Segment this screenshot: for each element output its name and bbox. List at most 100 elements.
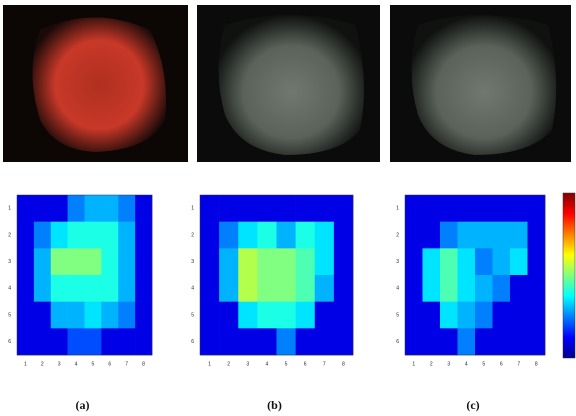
- heatmap-cell: [314, 221, 335, 249]
- heatmap-cell: [405, 248, 423, 276]
- heatmap-cell: [314, 275, 335, 302]
- heatmap-cell: [314, 301, 335, 329]
- heatmap-cell: [200, 195, 220, 222]
- heatmap-cell: [257, 248, 277, 276]
- y-tick-label: 5: [191, 312, 194, 318]
- heatmap-cell: [135, 328, 153, 356]
- y-tick-label: 6: [8, 339, 11, 345]
- heatmap-cell: [295, 301, 316, 329]
- heatmap-cell: [84, 195, 102, 222]
- heatmap-cell: [50, 221, 68, 249]
- heatmap-cell: [67, 195, 85, 222]
- plot-frame: [404, 194, 546, 356]
- y-tick-label: 3: [191, 259, 194, 265]
- heatmap-cell: [135, 301, 153, 329]
- heatmap-cell: [440, 195, 458, 222]
- heatmap-cell: [67, 275, 85, 302]
- x-tick-label: 2: [430, 361, 433, 367]
- heatmap-cell: [422, 301, 441, 329]
- heatmap-cell: [527, 275, 546, 302]
- heatmap-cell: [219, 248, 239, 276]
- heatmap-cell: [17, 195, 35, 222]
- heatmap-cell: [422, 328, 441, 356]
- heatmap-cell: [257, 221, 277, 249]
- heatmap-cell: [492, 221, 511, 249]
- heatmap-cell: [238, 221, 258, 249]
- heatmap-cell: [200, 221, 220, 249]
- y-tick-label: 5: [396, 312, 399, 318]
- heatmap-cell: [257, 328, 277, 356]
- heatmap-cell: [333, 248, 354, 276]
- y-tick-label: 6: [396, 339, 399, 345]
- heatmap-cell: [475, 248, 493, 276]
- heatmap-cell: [276, 301, 296, 329]
- heatmap-cell: [50, 195, 68, 222]
- heatmap-cell: [440, 221, 458, 249]
- heatmap-cell: [492, 248, 511, 276]
- heatmap-cell: [84, 301, 102, 329]
- heatmap-cell: [295, 221, 316, 249]
- heatmap-cell: [135, 248, 153, 276]
- y-tick-label: 3: [8, 259, 11, 265]
- x-tick-label: 8: [342, 361, 345, 367]
- x-tick-label: 1: [24, 361, 27, 367]
- heatmap-cell: [118, 301, 136, 329]
- heatmap-cell: [17, 328, 35, 356]
- heatmap-cell: [50, 301, 68, 329]
- heatmap-cell: [475, 275, 493, 302]
- heatmap-cell: [118, 328, 136, 356]
- y-tick-label: 2: [8, 232, 11, 238]
- heatmap-cell: [527, 301, 546, 329]
- heatmap-cell: [84, 275, 102, 302]
- heatmap-cell: [333, 301, 354, 329]
- y-tick-label: 5: [8, 312, 11, 318]
- heatmap-cell: [101, 195, 119, 222]
- heatmap-cell: [527, 221, 546, 249]
- heatmap-cell: [492, 275, 511, 302]
- heatmap-cell: [118, 221, 136, 249]
- heatmap-cell: [475, 221, 493, 249]
- colorbar: [562, 192, 576, 359]
- heatmap-cell: [33, 301, 52, 329]
- x-tick-label: 7: [125, 361, 128, 367]
- heatmap-cell: [457, 328, 476, 356]
- plot-frame: [16, 194, 153, 356]
- heatmap-cell: [440, 248, 458, 276]
- heatmap-cell: [422, 275, 441, 302]
- heatmap-cell: [475, 328, 493, 356]
- heatmap-cell: [67, 301, 85, 329]
- heatmap-cell: [492, 328, 511, 356]
- heatmap-cell: [257, 301, 277, 329]
- photo-object: [411, 15, 557, 155]
- x-tick-label: 6: [304, 361, 307, 367]
- heatmap-cell: [200, 275, 220, 302]
- x-tick-label: 1: [412, 361, 415, 367]
- heatmap-cell: [276, 248, 296, 276]
- heatmap-cell: [257, 275, 277, 302]
- heatmap-cell: [457, 195, 476, 222]
- y-tick-label: 6: [191, 339, 194, 345]
- heatmap-cell: [405, 275, 423, 302]
- heatmap-cell: [333, 328, 354, 356]
- heatmap-cell: [101, 328, 119, 356]
- x-tick-label: 4: [75, 361, 78, 367]
- heatmap-cell: [50, 248, 68, 276]
- x-tick-label: 6: [108, 361, 111, 367]
- heatmap-cell: [527, 248, 546, 276]
- y-tick-label: 1: [396, 206, 399, 212]
- heatmap-cell: [33, 328, 52, 356]
- heatmap-cell: [17, 275, 35, 302]
- photos: [3, 5, 571, 162]
- heatmap-cell: [295, 328, 316, 356]
- heatmap-cell: [50, 275, 68, 302]
- heatmap-cell: [200, 248, 220, 276]
- heatmap-cell: [405, 328, 423, 356]
- heatmap-cell: [510, 195, 528, 222]
- heatmap-cell: [257, 195, 277, 222]
- heatmap-cell: [33, 221, 52, 249]
- heatmap-cell: [67, 328, 85, 356]
- heatmap-cell: [440, 328, 458, 356]
- heatmap-cell: [295, 248, 316, 276]
- heatmap-cell: [457, 221, 476, 249]
- heatmap-cell: [276, 275, 296, 302]
